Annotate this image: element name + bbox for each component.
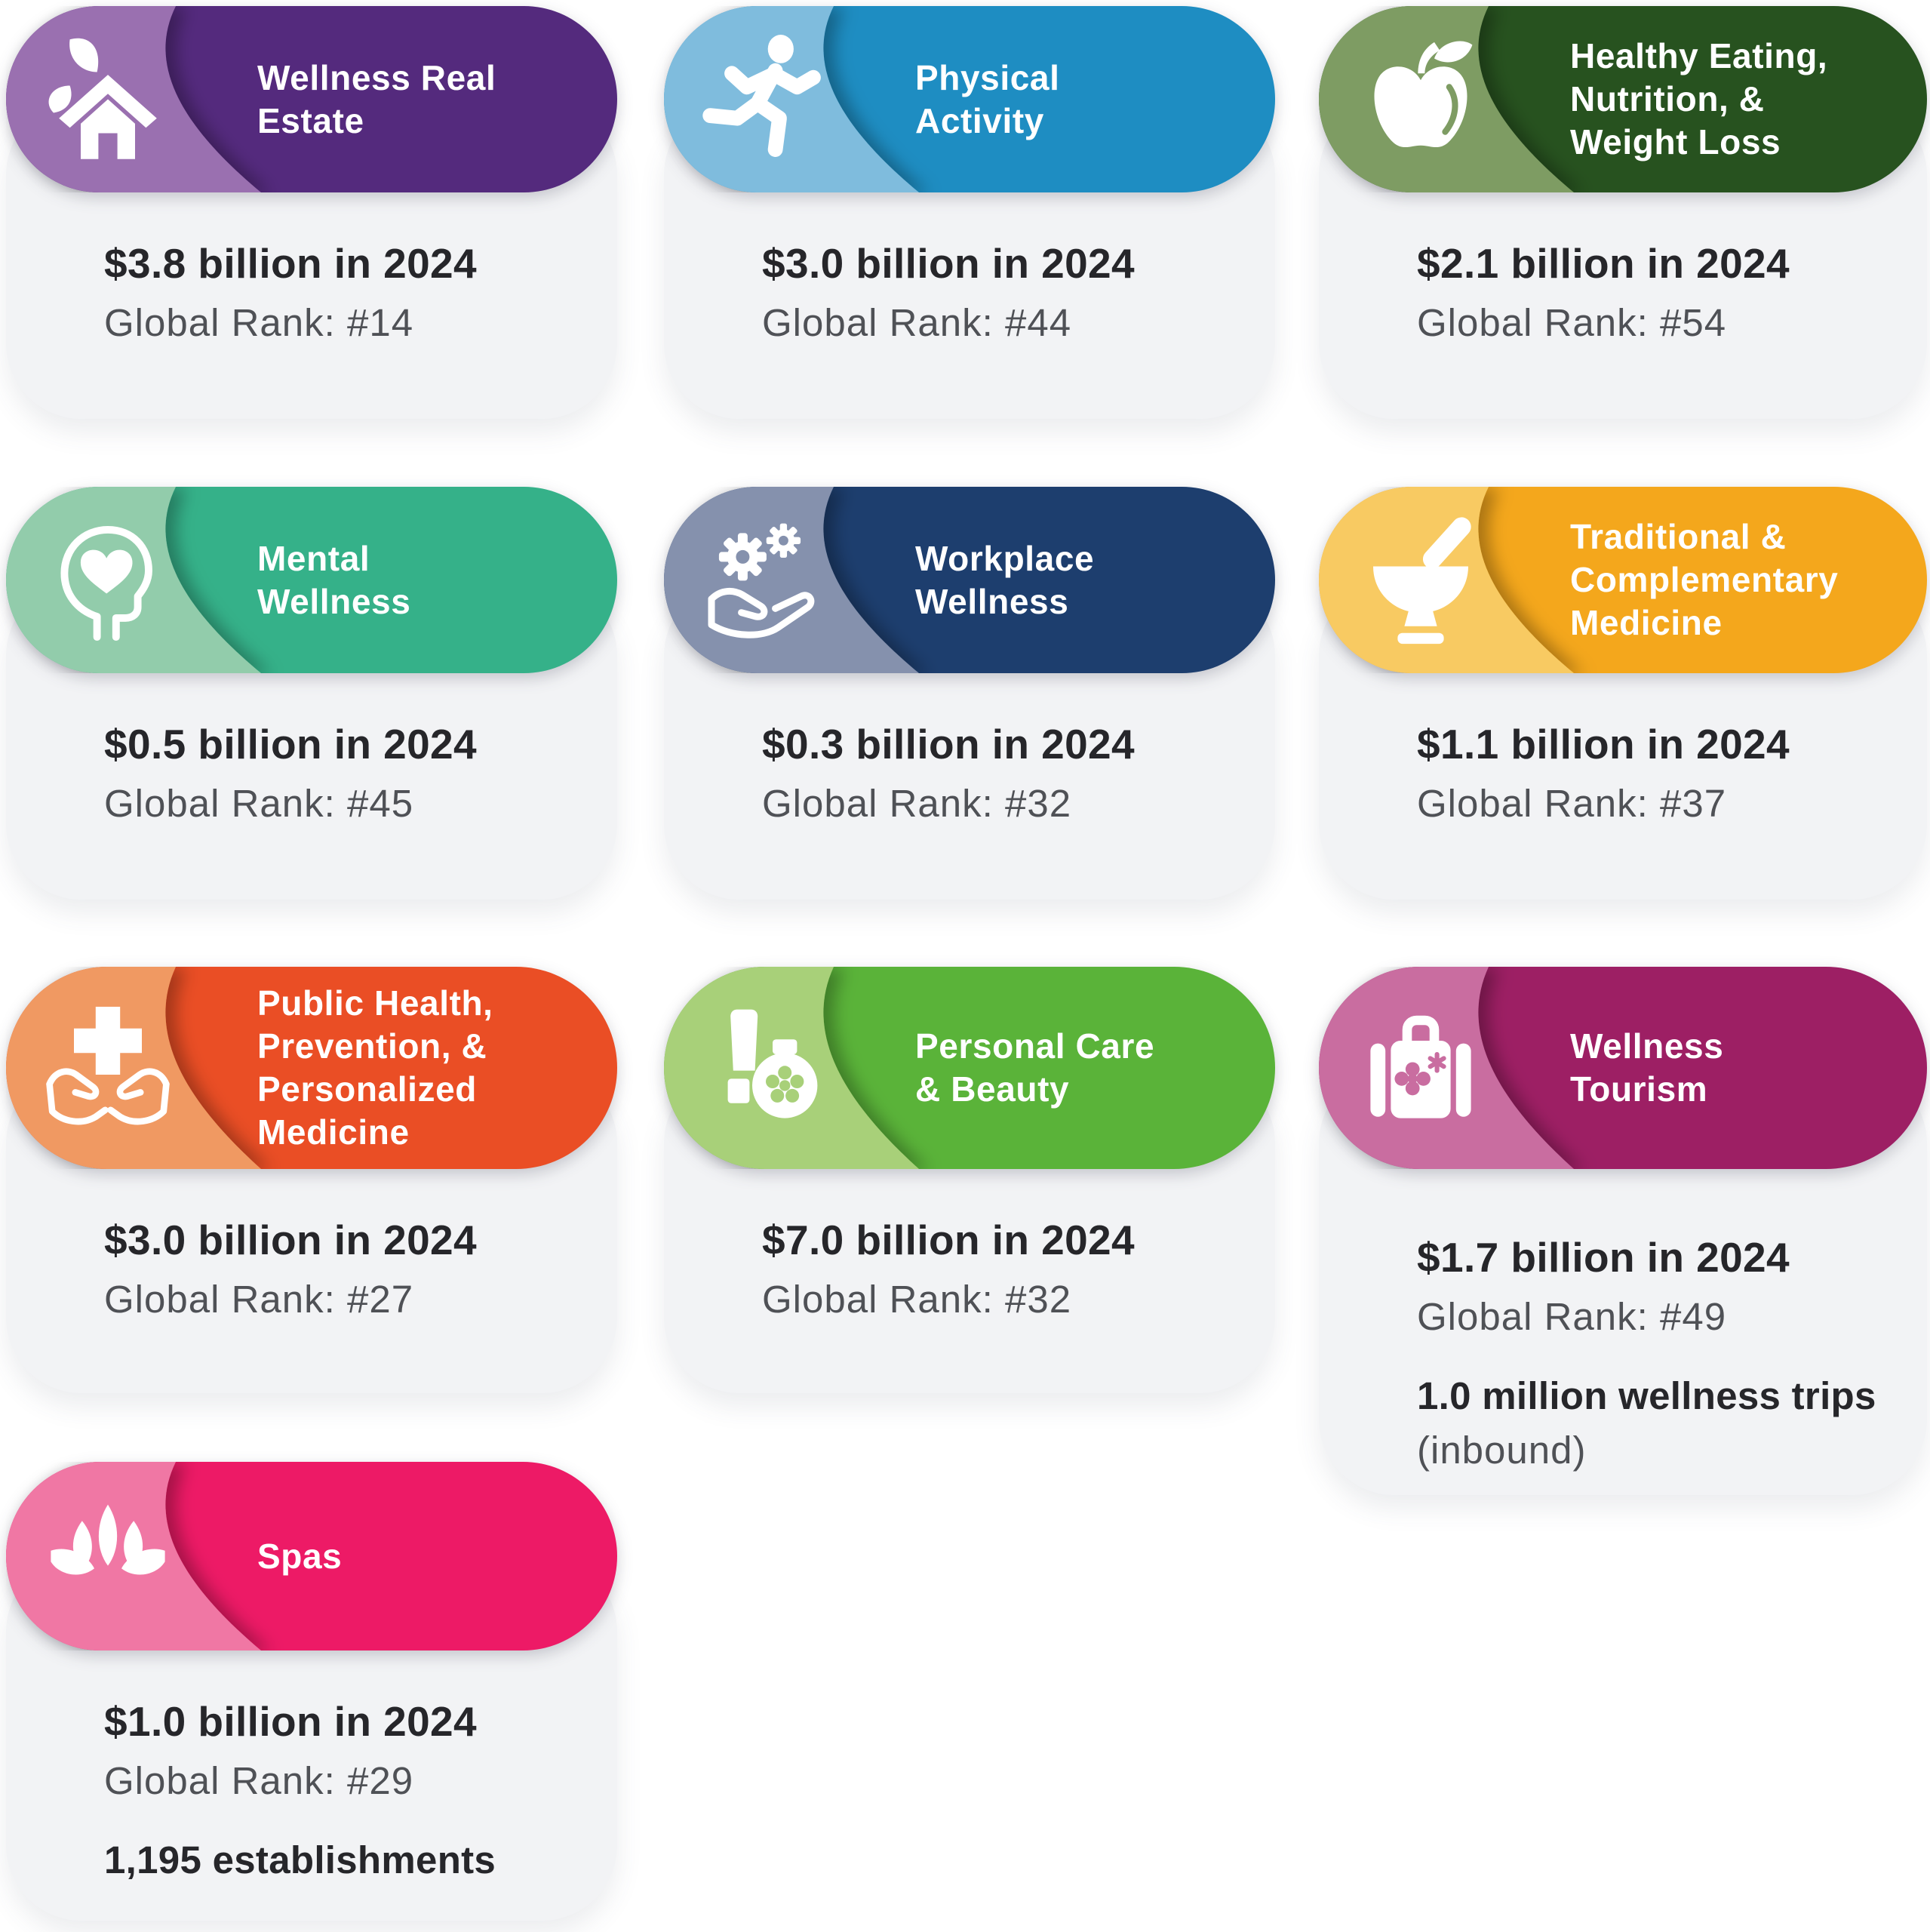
- card-spas: Spas $1.0 billion in 2024 Global Rank: #29…: [6, 1462, 617, 1921]
- extra-stat-note: (inbound): [1417, 1429, 1587, 1472]
- card-stats: $3.0 billion in 2024 Global Rank: #44: [762, 192, 1248, 345]
- card-title-line: Personal Care: [915, 1026, 1155, 1066]
- cosmetics-icon: [727, 1009, 818, 1118]
- card-stats: $1.7 billion in 2024 Global Rank: #49 1.0 …: [1417, 1169, 1900, 1472]
- card-stats: $3.0 billion in 2024 Global Rank: #27: [104, 1169, 590, 1321]
- card-header-pill: Traditional & Complementary Medicine: [1319, 487, 1927, 673]
- card-stats: $7.0 billion in 2024 Global Rank: #32: [762, 1169, 1248, 1321]
- card-title: Traditional & Complementary Medicine: [1570, 487, 1838, 673]
- sector-value: $1.0 billion in 2024: [104, 1698, 478, 1745]
- cross-hands-icon: [46, 1007, 170, 1125]
- card-title-line: Wellness: [915, 581, 1069, 621]
- sector-value: $3.0 billion in 2024: [762, 240, 1136, 287]
- sector-value: $7.0 billion in 2024: [762, 1217, 1136, 1263]
- mortar-pestle-icon: [1373, 517, 1471, 645]
- head-heart-icon: [60, 525, 152, 641]
- card-stats: $0.5 billion in 2024 Global Rank: #45: [104, 673, 590, 826]
- card-stats: $3.8 billion in 2024 Global Rank: #14: [104, 192, 590, 345]
- card-title: Wellness Real Estate: [257, 6, 496, 192]
- card-header-pill: Wellness Real Estate: [6, 6, 617, 192]
- card-header-pill: Workplace Wellness: [664, 487, 1275, 673]
- sector-value: $2.1 billion in 2024: [1417, 240, 1790, 287]
- card-title-line: Physical: [915, 57, 1060, 97]
- card-stats: $0.3 billion in 2024 Global Rank: #32: [762, 673, 1248, 826]
- card-title-line: Tourism: [1570, 1069, 1708, 1109]
- card-title-line: & Beauty: [915, 1069, 1070, 1109]
- gears-hand-icon: [708, 523, 815, 638]
- card-title-line: Wellness: [1570, 1026, 1724, 1066]
- card-title: Wellness Tourism: [1570, 967, 1723, 1169]
- card-workplace-wellness: Workplace Wellness $0.3 billion in 2024 Glo…: [664, 487, 1275, 900]
- card-title-line: Estate: [257, 100, 364, 140]
- card-title: Workplace Wellness: [915, 487, 1094, 673]
- card-title-line: Healthy Eating,: [1570, 36, 1828, 75]
- card-stats: $1.0 billion in 2024 Global Rank: #29 1,19…: [104, 1651, 590, 1882]
- card-mental-wellness: Mental Wellness $0.5 billion in 2024 Global…: [6, 487, 617, 900]
- global-rank: Global Rank: #45: [104, 782, 414, 825]
- lotus-icon: [51, 1504, 165, 1575]
- card-title-line: Weight Loss: [1570, 122, 1781, 162]
- extra-stat: 1,195 establishments: [104, 1838, 496, 1881]
- global-rank: Global Rank: #29: [104, 1759, 414, 1802]
- global-rank: Global Rank: #32: [762, 782, 1072, 825]
- card-title: Spas: [257, 1462, 342, 1651]
- card-title: Public Health, Prevention, & Personalized M…: [257, 967, 493, 1169]
- card-title-line: Complementary: [1570, 560, 1839, 599]
- global-rank: Global Rank: #49: [1417, 1295, 1727, 1338]
- card-title-line: Mental: [257, 538, 370, 578]
- card-public-health-prevention-personalized-medicine: Public Health, Prevention, & Personalized M…: [6, 967, 617, 1393]
- card-title: Personal Care & Beauty: [915, 967, 1154, 1169]
- card-title-line: Medicine: [1570, 603, 1723, 642]
- runner-icon: [702, 35, 821, 157]
- sector-value: $0.3 billion in 2024: [762, 721, 1136, 768]
- sector-value: $3.8 billion in 2024: [104, 240, 478, 287]
- card-header-pill: Physical Activity: [664, 6, 1275, 192]
- card-title-line: Nutrition, &: [1570, 79, 1765, 118]
- card-traditional-complementary-medicine: Traditional & Complementary Medicine $1.1 b…: [1319, 487, 1927, 900]
- card-title: Physical Activity: [915, 6, 1059, 192]
- global-rank: Global Rank: #44: [762, 301, 1072, 344]
- sector-value: $3.0 billion in 2024: [104, 1217, 478, 1263]
- card-header-pill: Spas: [6, 1462, 617, 1651]
- card-title-line: Prevention, &: [257, 1026, 487, 1066]
- card-title-line: Workplace: [915, 538, 1095, 578]
- card-physical-activity: Physical Activity $3.0 billion in 2024 Glob…: [664, 6, 1275, 419]
- card-title-line: Spas: [257, 1536, 343, 1576]
- card-title: Healthy Eating, Nutrition, & Weight Loss: [1570, 6, 1827, 192]
- apple-icon: [1374, 41, 1473, 148]
- card-header-pill: Wellness Tourism: [1319, 967, 1927, 1169]
- card-header-pill: Mental Wellness: [6, 487, 617, 673]
- card-wellness-tourism: Wellness Tourism $1.7 billion in 2024 Globa…: [1319, 967, 1927, 1495]
- card-title-line: Traditional &: [1570, 517, 1787, 556]
- card-title: Mental Wellness: [257, 487, 410, 673]
- card-title-line: Wellness: [257, 581, 411, 621]
- global-rank: Global Rank: #14: [104, 301, 414, 344]
- house-leaf-icon: [48, 38, 157, 159]
- sector-value: $1.7 billion in 2024: [1417, 1234, 1790, 1281]
- card-wellness-real-estate: Wellness Real Estate $3.8 billion in 2024 G…: [6, 6, 617, 419]
- global-rank: Global Rank: #27: [104, 1278, 414, 1321]
- card-stats: $1.1 billion in 2024 Global Rank: #37: [1417, 673, 1900, 826]
- card-stats: $2.1 billion in 2024 Global Rank: #54: [1417, 192, 1900, 345]
- global-rank: Global Rank: #32: [762, 1278, 1072, 1321]
- card-title-line: Medicine: [257, 1112, 410, 1152]
- card-header-pill: Personal Care & Beauty: [664, 967, 1275, 1169]
- card-title-line: Personalized: [257, 1069, 477, 1109]
- suitcase-icon: [1370, 1015, 1471, 1118]
- global-rank: Global Rank: #54: [1417, 301, 1727, 344]
- card-personal-care-beauty: Personal Care & Beauty $7.0 billion in 202…: [664, 967, 1275, 1393]
- sector-value: $0.5 billion in 2024: [104, 721, 478, 768]
- sector-value: $1.1 billion in 2024: [1417, 721, 1790, 768]
- card-header-pill: Public Health, Prevention, & Personalized M…: [6, 967, 617, 1169]
- card-title-line: Public Health,: [257, 983, 493, 1023]
- card-healthy-eating-nutrition-weight-loss: Healthy Eating, Nutrition, & Weight Loss $2…: [1319, 6, 1927, 419]
- extra-stat: 1.0 million wellness trips: [1417, 1374, 1876, 1417]
- card-header-pill: Healthy Eating, Nutrition, & Weight Loss: [1319, 6, 1927, 192]
- global-rank: Global Rank: #37: [1417, 782, 1727, 825]
- card-title-line: Activity: [915, 100, 1044, 140]
- card-title-line: Wellness Real: [257, 57, 496, 97]
